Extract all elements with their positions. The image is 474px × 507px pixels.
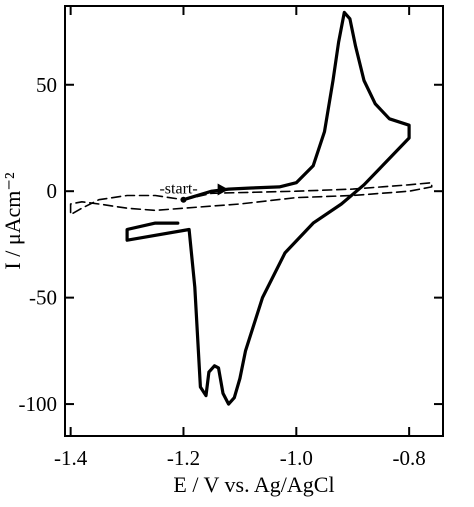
y-tick-label: 50 <box>36 73 57 97</box>
x-axis-label: E / V vs. Ag/AgCl <box>173 472 334 497</box>
plot-frame <box>64 5 444 437</box>
x-tick-label: -0.8 <box>393 446 426 470</box>
x-tick-label: -1.0 <box>280 446 313 470</box>
annotation-layer: -start- <box>159 181 229 203</box>
solid-series-line <box>125 10 411 406</box>
x-tick-label: -1.4 <box>54 446 88 470</box>
x-tick-label: -1.2 <box>167 446 200 470</box>
y-tick-label: -100 <box>19 392 58 416</box>
start-point-marker <box>180 196 187 203</box>
series-layer <box>69 10 433 406</box>
dashed-series-line <box>69 181 433 216</box>
y-axis-ticks: 50 0 -50 -100 <box>19 73 443 416</box>
y-axis-label: I / μAcm⁻² <box>0 172 25 270</box>
y-tick-label: 0 <box>47 179 58 203</box>
y-tick-label: -50 <box>29 286 57 310</box>
direction-arrow-icon <box>217 183 229 196</box>
start-annotation: -start- <box>159 181 197 198</box>
x-axis-ticks: -1.4 -1.2 -1.0 -0.8 <box>54 6 426 470</box>
